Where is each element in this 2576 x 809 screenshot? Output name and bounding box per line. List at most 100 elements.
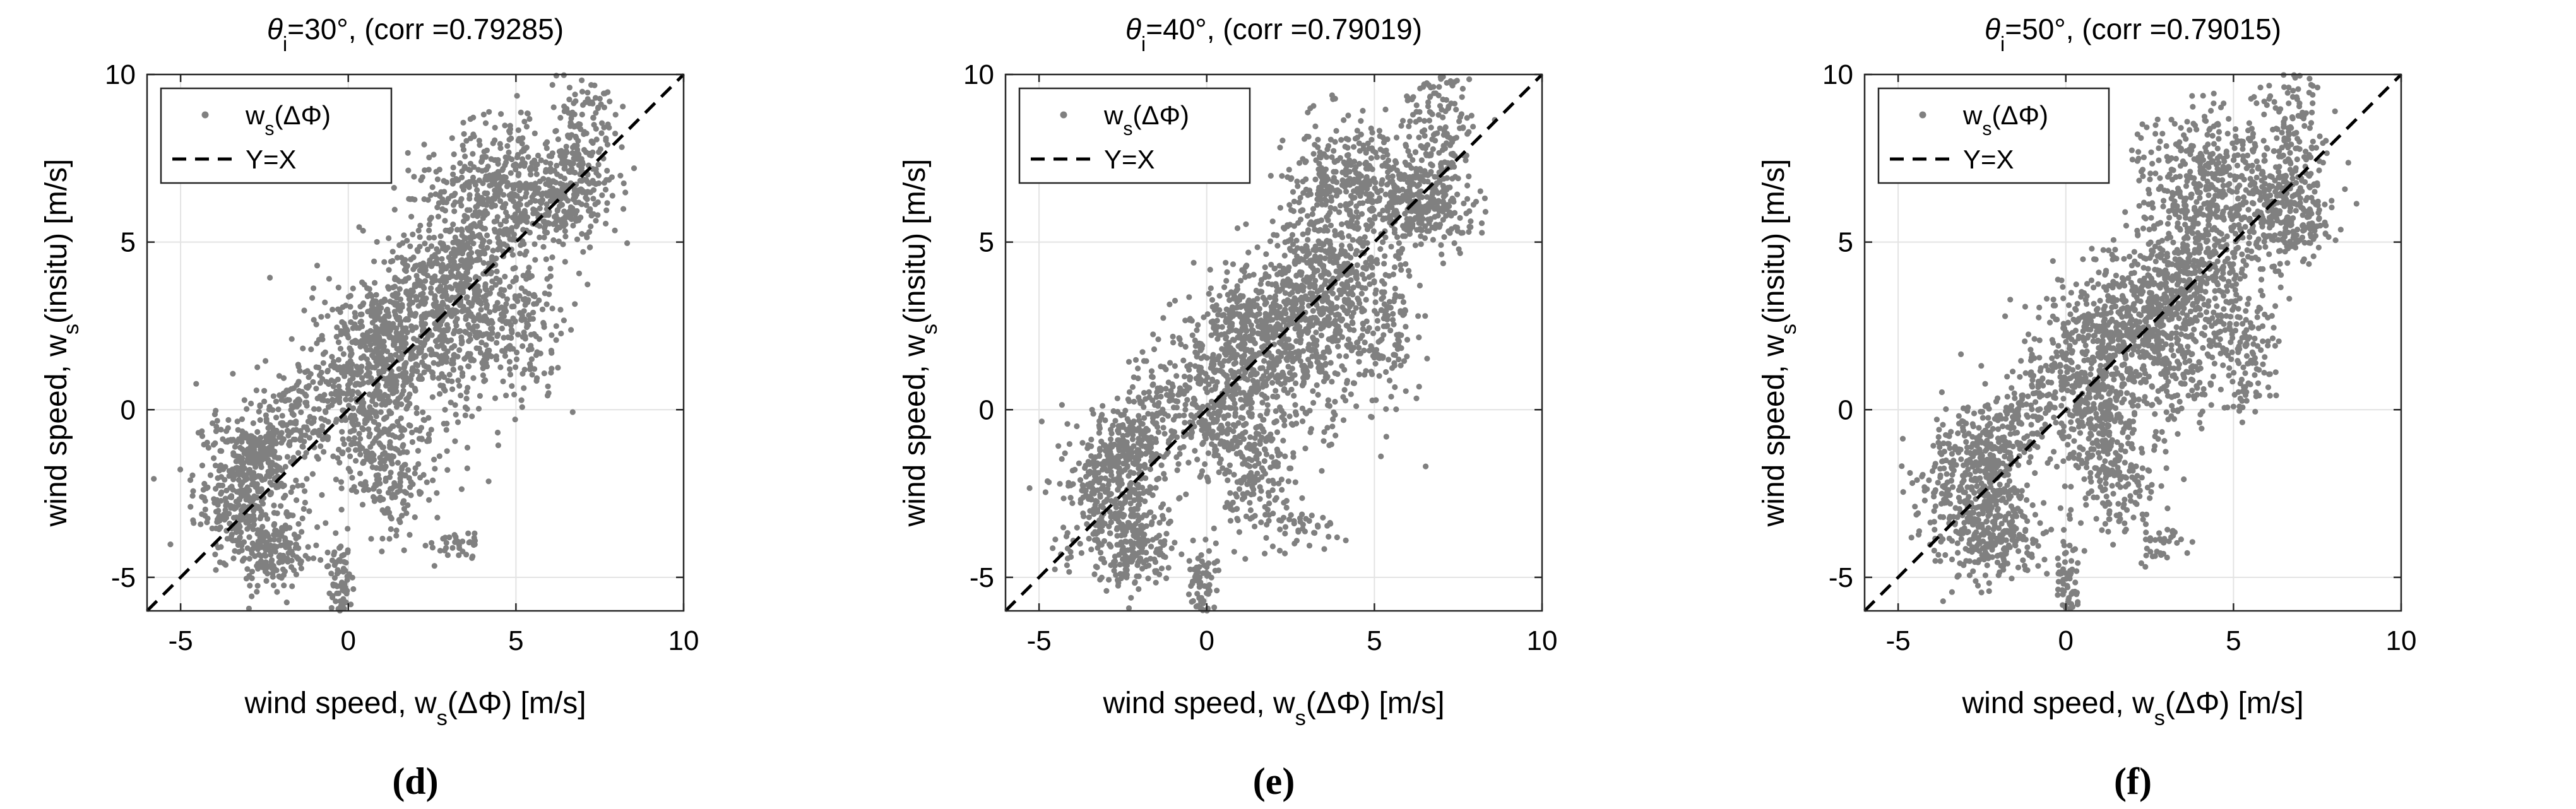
data-point xyxy=(555,216,561,223)
data-point xyxy=(1153,485,1159,491)
data-point xyxy=(486,109,492,115)
data-point xyxy=(1242,333,1249,340)
data-point xyxy=(408,492,414,499)
data-point xyxy=(299,482,306,488)
data-point xyxy=(293,571,299,578)
data-point xyxy=(237,534,243,541)
data-point xyxy=(418,177,424,184)
data-point xyxy=(543,212,549,218)
data-point xyxy=(562,214,569,220)
data-point xyxy=(1221,415,1228,422)
data-point xyxy=(276,434,283,440)
data-point xyxy=(1335,343,1341,350)
data-point xyxy=(239,416,246,422)
data-point xyxy=(475,283,481,290)
data-point xyxy=(1106,577,1112,583)
data-point xyxy=(213,408,219,414)
data-point xyxy=(572,92,578,98)
data-point xyxy=(606,177,612,183)
data-point xyxy=(346,389,352,396)
data-point xyxy=(338,485,345,492)
data-point xyxy=(409,367,415,374)
data-point xyxy=(412,310,419,317)
data-point xyxy=(233,458,239,464)
data-point xyxy=(350,375,356,382)
data-point xyxy=(506,136,513,143)
data-point xyxy=(1240,422,1247,428)
data-point xyxy=(1238,278,1244,284)
data-point xyxy=(1151,514,1157,521)
data-point xyxy=(230,452,237,458)
data-point xyxy=(374,362,380,369)
data-point xyxy=(1088,546,1095,553)
data-point xyxy=(446,372,453,378)
data-point xyxy=(1066,441,1072,447)
data-point xyxy=(567,215,574,221)
data-point xyxy=(295,379,302,385)
data-point xyxy=(364,418,370,424)
data-point xyxy=(252,441,259,448)
data-point xyxy=(232,444,238,450)
data-point xyxy=(449,257,456,264)
data-point xyxy=(452,234,458,240)
data-point xyxy=(364,365,371,371)
data-point xyxy=(422,543,429,549)
data-point xyxy=(489,285,495,292)
data-point xyxy=(370,440,376,446)
data-point xyxy=(342,417,349,423)
data-point xyxy=(359,425,365,432)
data-point xyxy=(254,582,261,589)
data-point xyxy=(374,426,381,433)
data-point xyxy=(535,152,542,159)
data-point xyxy=(397,479,403,485)
data-point xyxy=(418,435,425,442)
data-point xyxy=(1280,336,1286,343)
data-point xyxy=(1077,500,1084,506)
data-point xyxy=(1099,466,1106,473)
data-point xyxy=(531,130,538,136)
data-point xyxy=(570,160,576,167)
data-point xyxy=(1264,402,1271,408)
data-point xyxy=(436,375,442,381)
data-point xyxy=(504,183,511,189)
data-point xyxy=(565,159,571,165)
data-point xyxy=(1324,374,1331,380)
data-point xyxy=(554,207,561,213)
data-point xyxy=(603,220,609,227)
data-point xyxy=(362,449,369,456)
data-point xyxy=(235,427,241,433)
data-point xyxy=(420,409,426,415)
data-point xyxy=(246,459,252,466)
data-point xyxy=(271,502,277,509)
data-point xyxy=(1158,363,1164,370)
data-point xyxy=(1042,489,1048,495)
data-point xyxy=(521,240,527,247)
data-point xyxy=(1064,421,1071,427)
data-point xyxy=(448,251,455,257)
data-point xyxy=(1146,490,1153,496)
data-point xyxy=(503,301,509,307)
data-point xyxy=(1211,604,1218,611)
data-point xyxy=(280,566,286,572)
x-axis-label-part: wind speed, w xyxy=(244,687,437,720)
data-point xyxy=(1154,546,1160,553)
data-point xyxy=(494,340,500,346)
data-point xyxy=(537,198,543,204)
data-point xyxy=(550,237,557,244)
data-point xyxy=(322,432,328,439)
data-point xyxy=(1227,315,1234,321)
data-point xyxy=(1282,239,1288,245)
data-point xyxy=(425,197,431,203)
data-point xyxy=(1121,548,1127,555)
data-point xyxy=(449,345,455,351)
data-point xyxy=(344,332,350,338)
data-point xyxy=(271,448,278,455)
data-point xyxy=(549,254,555,261)
data-point xyxy=(228,437,234,443)
data-point xyxy=(333,476,340,483)
data-point xyxy=(269,557,275,564)
data-point xyxy=(1128,489,1134,495)
data-point xyxy=(211,455,217,461)
legend-label-part: (ΔΦ) xyxy=(274,100,331,130)
